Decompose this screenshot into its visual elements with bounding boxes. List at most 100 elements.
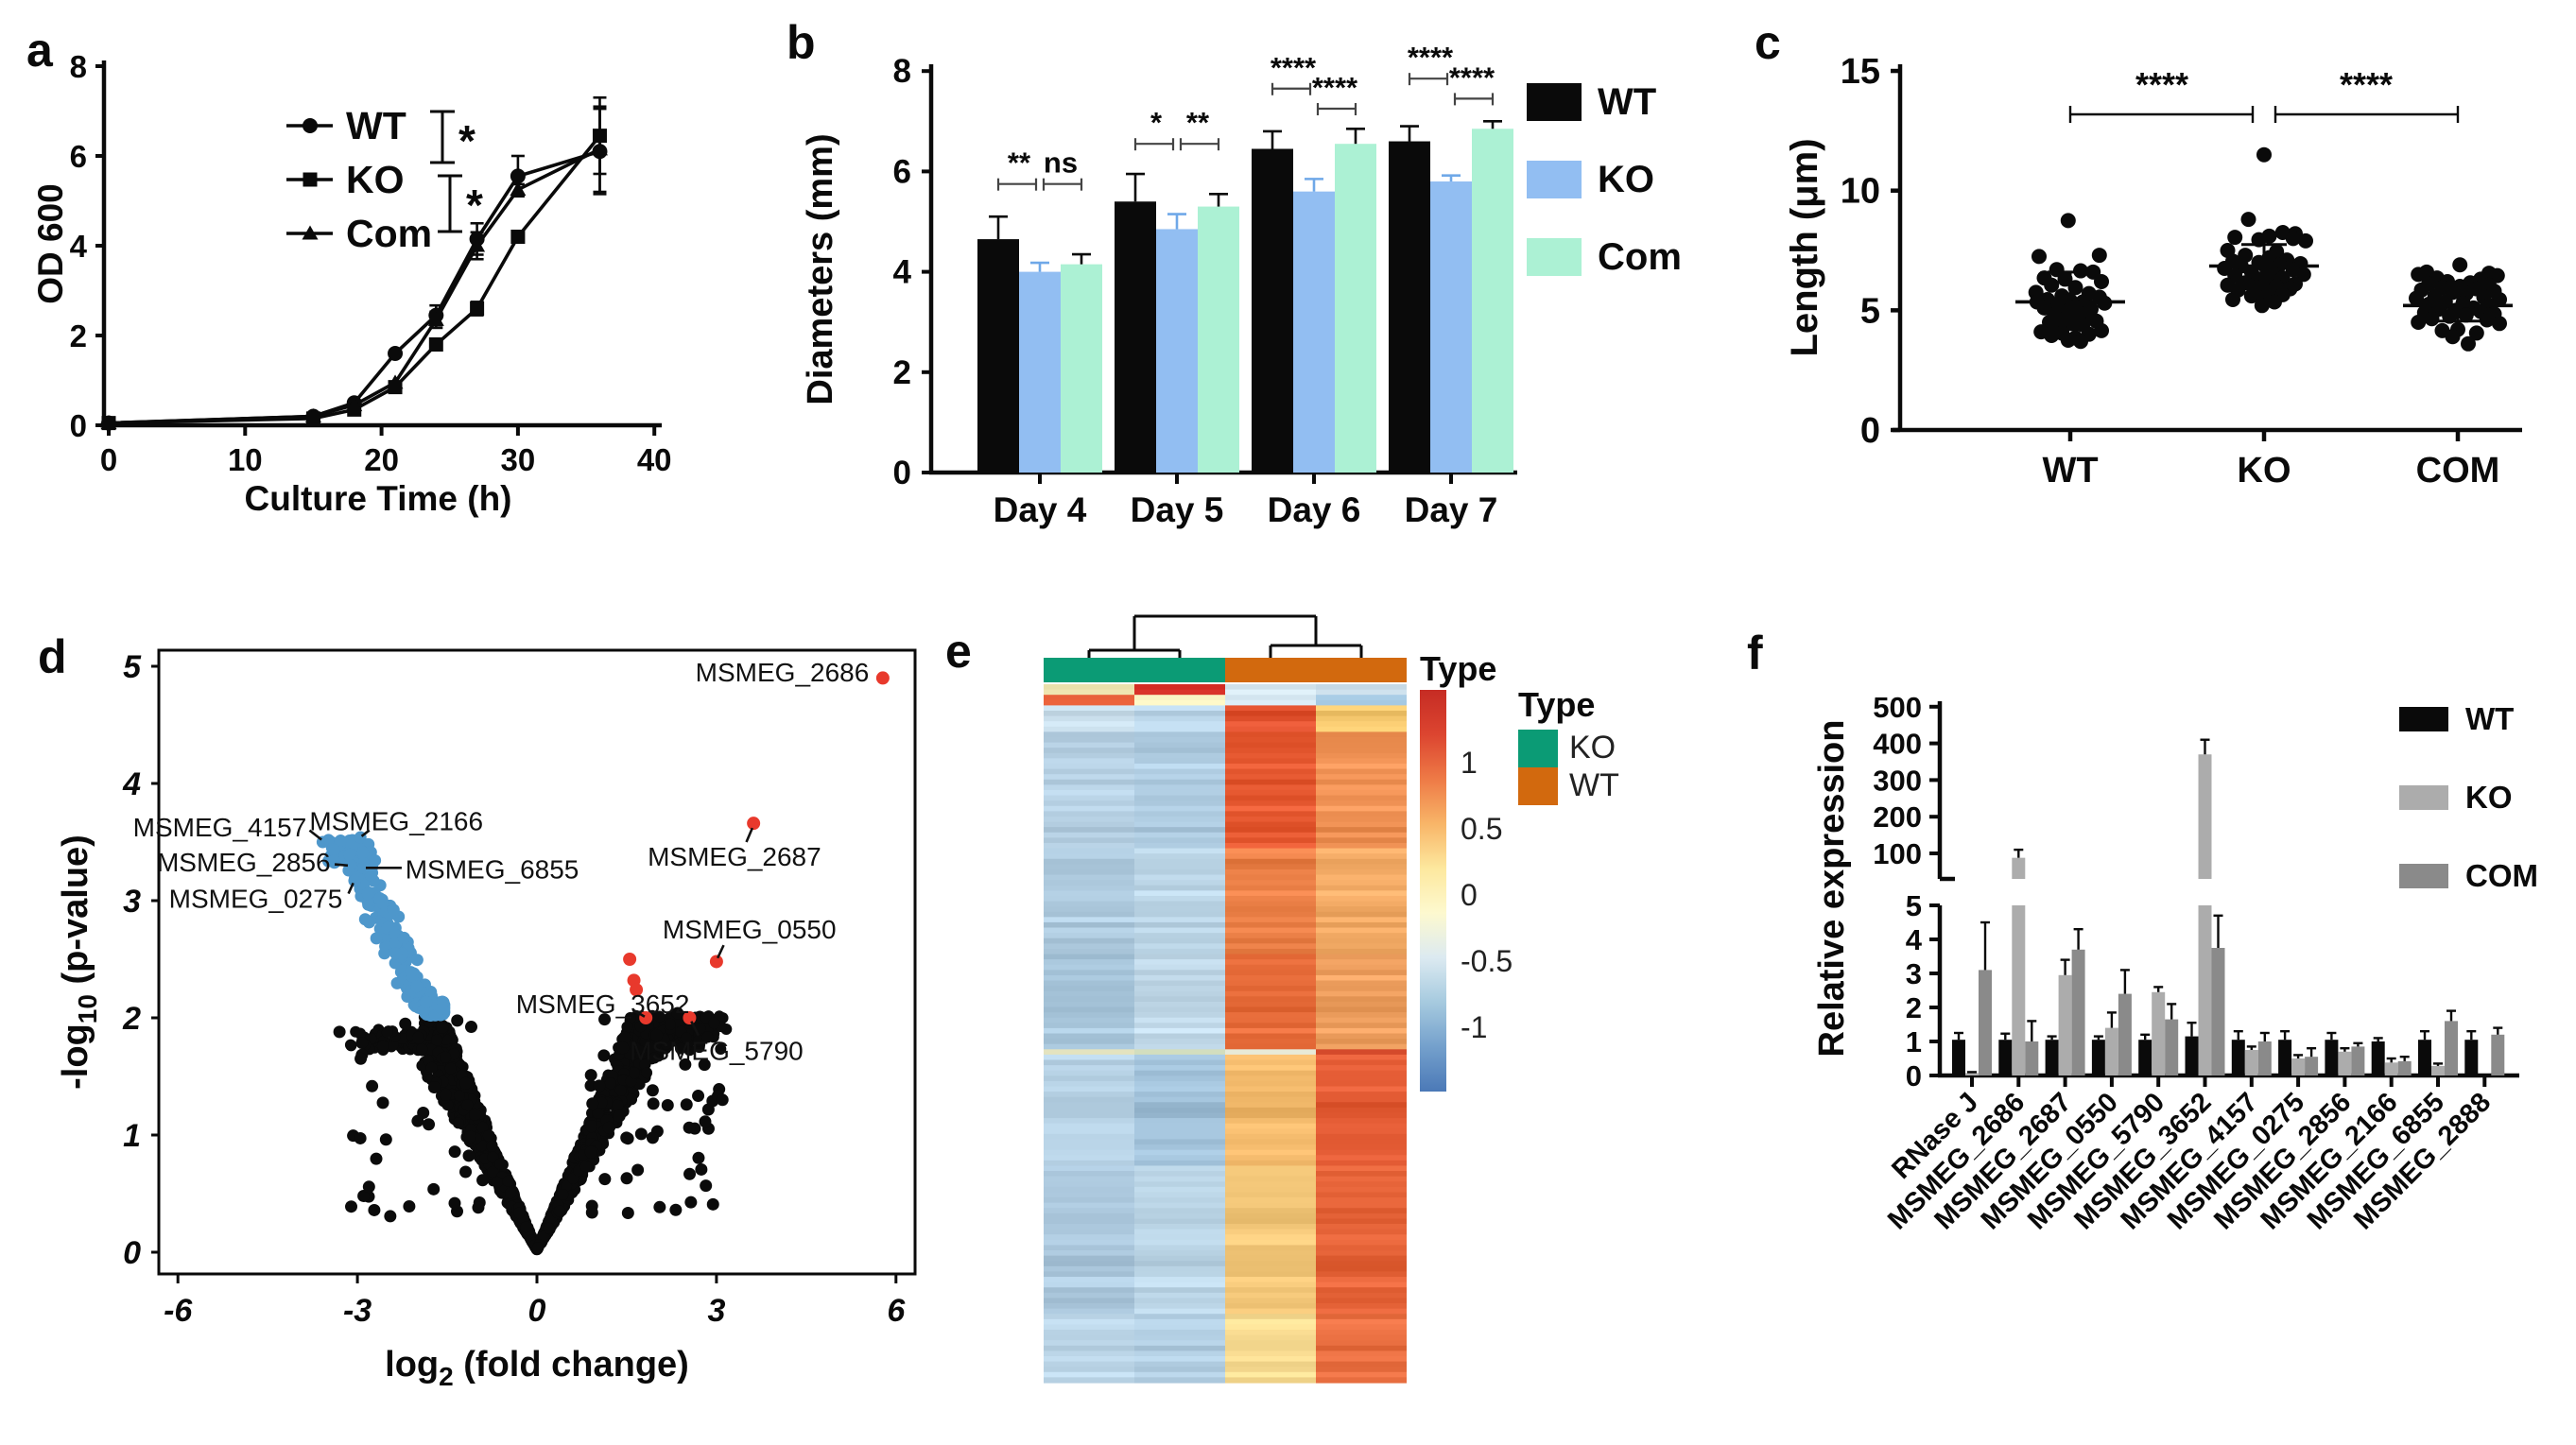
panel-a-label: a — [26, 24, 54, 77]
svg-text:MSMEG_3652: MSMEG_3652 — [516, 989, 690, 1019]
svg-text:0.5: 0.5 — [1461, 812, 1502, 846]
svg-text:1: 1 — [1906, 1025, 1922, 1058]
svg-text:-3: -3 — [343, 1293, 372, 1329]
svg-text:****: **** — [1271, 51, 1317, 84]
svg-text:*: * — [1150, 106, 1163, 139]
svg-text:4: 4 — [1906, 923, 1923, 956]
svg-text:OD 600: OD 600 — [31, 183, 70, 304]
svg-text:500: 500 — [1873, 691, 1922, 724]
svg-text:MSMEG_2856: MSMEG_2856 — [157, 848, 331, 877]
svg-text:log2 (fold change): log2 (fold change) — [385, 1345, 689, 1391]
svg-text:8: 8 — [70, 49, 87, 84]
svg-text:-0.5: -0.5 — [1461, 944, 1513, 978]
svg-text:Relative expression: Relative expression — [1812, 720, 1852, 1058]
svg-text:Com: Com — [346, 212, 432, 255]
svg-text:KO: KO — [346, 158, 405, 201]
svg-text:0: 0 — [70, 408, 87, 443]
svg-text:Length (μm): Length (μm) — [1784, 138, 1825, 356]
svg-text:MSMEG_2166: MSMEG_2166 — [309, 807, 483, 836]
svg-text:KO: KO — [1569, 730, 1616, 766]
svg-text:0: 0 — [528, 1293, 546, 1329]
svg-text:MSMEG_4157: MSMEG_4157 — [133, 813, 307, 842]
svg-text:****: **** — [2135, 65, 2188, 104]
svg-text:MSMEG_0275: MSMEG_0275 — [169, 885, 343, 914]
svg-text:6: 6 — [893, 153, 911, 190]
svg-text:300: 300 — [1873, 764, 1922, 797]
svg-text:3: 3 — [707, 1293, 725, 1329]
svg-text:Day 5: Day 5 — [1131, 490, 1224, 529]
svg-text:2: 2 — [893, 354, 911, 391]
svg-text:0: 0 — [1860, 411, 1880, 451]
svg-text:5: 5 — [1906, 889, 1922, 922]
svg-text:15: 15 — [1841, 52, 1880, 92]
svg-text:2: 2 — [70, 318, 87, 353]
svg-text:1: 1 — [123, 1118, 141, 1154]
svg-text:3: 3 — [123, 884, 141, 920]
svg-text:0: 0 — [893, 455, 911, 491]
svg-text:0: 0 — [123, 1235, 141, 1271]
svg-text:0: 0 — [1906, 1059, 1922, 1092]
svg-text:COM: COM — [2465, 858, 2538, 893]
svg-text:3: 3 — [1906, 957, 1922, 990]
svg-text:WT: WT — [346, 104, 406, 147]
svg-text:ns: ns — [1044, 146, 1078, 180]
svg-text:8: 8 — [893, 53, 911, 90]
svg-text:****: **** — [1449, 60, 1495, 94]
svg-text:MSMEG_5790: MSMEG_5790 — [630, 1037, 804, 1066]
panel-f-label: f — [1747, 627, 1763, 679]
svg-text:KO: KO — [2238, 451, 2291, 490]
svg-text:4: 4 — [122, 766, 141, 802]
svg-text:200: 200 — [1873, 800, 1922, 834]
svg-text:-6: -6 — [164, 1293, 193, 1329]
svg-text:Day 4: Day 4 — [994, 490, 1087, 529]
panel-a-growth-curve: 0 10 20 30 40 0 2 4 6 8 Culture Time (h) OD 600 WT KO… — [31, 49, 672, 518]
svg-text:MSMEG_2687: MSMEG_2687 — [648, 842, 821, 871]
svg-text:6: 6 — [887, 1293, 906, 1329]
panel-c-length-dotplot: 0 5 10 15 Length (μm) WT KO COM **** **** — [1784, 52, 2522, 490]
svg-text:****: **** — [2340, 65, 2393, 104]
svg-text:Type: Type — [1518, 685, 1595, 724]
svg-text:2: 2 — [1906, 991, 1922, 1024]
svg-text:400: 400 — [1873, 728, 1922, 761]
svg-text:1: 1 — [1461, 746, 1478, 780]
svg-text:**: ** — [1186, 106, 1210, 139]
panel-e-label: e — [945, 625, 972, 678]
svg-text:20: 20 — [364, 442, 399, 477]
svg-text:0: 0 — [100, 442, 117, 477]
svg-text:4: 4 — [893, 254, 912, 291]
svg-text:10: 10 — [228, 442, 263, 477]
svg-text:40: 40 — [637, 442, 672, 477]
panel-c-label: c — [1755, 16, 1781, 69]
panel-d-label: d — [38, 630, 67, 683]
svg-text:****: **** — [1408, 41, 1454, 74]
svg-text:0: 0 — [1461, 878, 1478, 912]
svg-text:KO: KO — [2465, 780, 2513, 815]
svg-text:Type: Type — [1420, 649, 1496, 688]
svg-text:Day 7: Day 7 — [1405, 490, 1498, 529]
svg-text:Culture Time (h): Culture Time (h) — [245, 479, 512, 518]
svg-text:MSMEG_6855: MSMEG_6855 — [406, 855, 579, 885]
svg-text:Diameters (mm): Diameters (mm) — [801, 133, 840, 404]
svg-text:*: * — [458, 116, 475, 165]
svg-text:30: 30 — [501, 442, 536, 477]
panel-d-volcano-plot: -6 -3 0 3 6 0 1 2 3 4 5 log2 (fold change) -log10 (p… — [56, 648, 917, 1391]
svg-text:WT: WT — [2042, 451, 2098, 490]
svg-text:**: ** — [1008, 146, 1031, 180]
svg-text:-1: -1 — [1461, 1010, 1487, 1044]
svg-text:COM: COM — [2416, 451, 2500, 490]
svg-text:-log10 (p-value): -log10 (p-value) — [56, 834, 102, 1090]
svg-text:MSMEG_2686: MSMEG_2686 — [696, 658, 870, 687]
svg-text:WT: WT — [1598, 81, 1656, 123]
svg-text:Com: Com — [1598, 236, 1682, 278]
svg-text:****: **** — [1312, 71, 1358, 104]
svg-text:KO: KO — [1598, 159, 1654, 200]
svg-text:5: 5 — [1860, 291, 1880, 331]
svg-text:4: 4 — [70, 229, 88, 264]
svg-text:MSMEG_0550: MSMEG_0550 — [663, 915, 837, 944]
svg-text:5: 5 — [123, 649, 142, 685]
